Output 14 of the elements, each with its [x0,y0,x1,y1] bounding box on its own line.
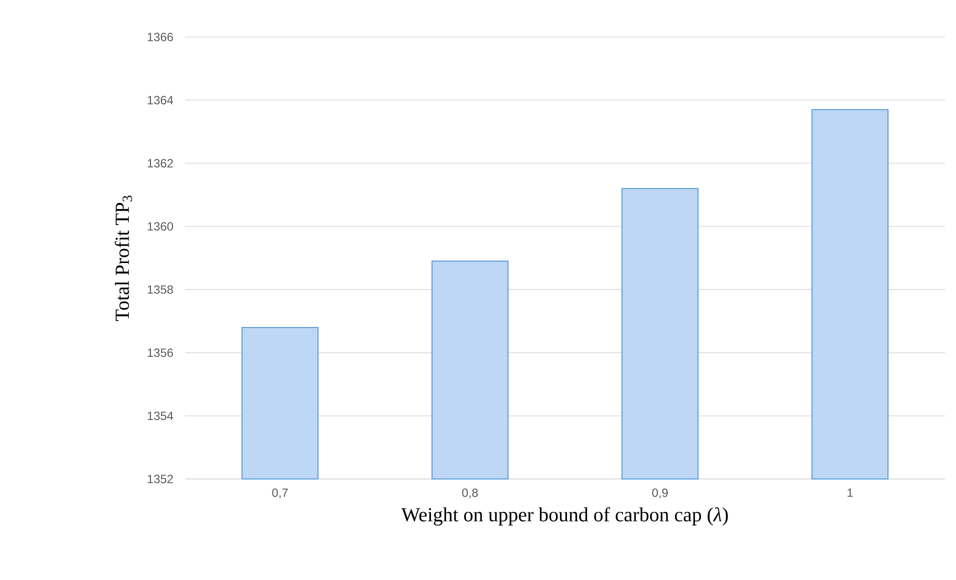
y-tick-label: 1354 [148,412,174,420]
y-tick-label: 1352 [148,474,173,484]
x-tick-label: 0,8 [462,488,478,498]
y-tick-label: 1364 [148,96,174,104]
y-tick-label: 1356 [148,348,173,357]
y-tick-label: 1360 [148,222,174,231]
x-tick-label: 0,9 [652,488,668,498]
x-tick-label: 0,7 [272,488,288,498]
y-tick-label: 1358 [148,285,173,294]
y-tick-label: 1366 [148,32,173,42]
y-axis-title: Total Profit TP$_{3}$ [114,196,132,321]
x-tick-label: 1 [848,488,853,497]
x-axis-title: Weight on upper bound of carbon cap (λ) [401,507,728,526]
y-tick-label: 1362 [148,159,173,168]
